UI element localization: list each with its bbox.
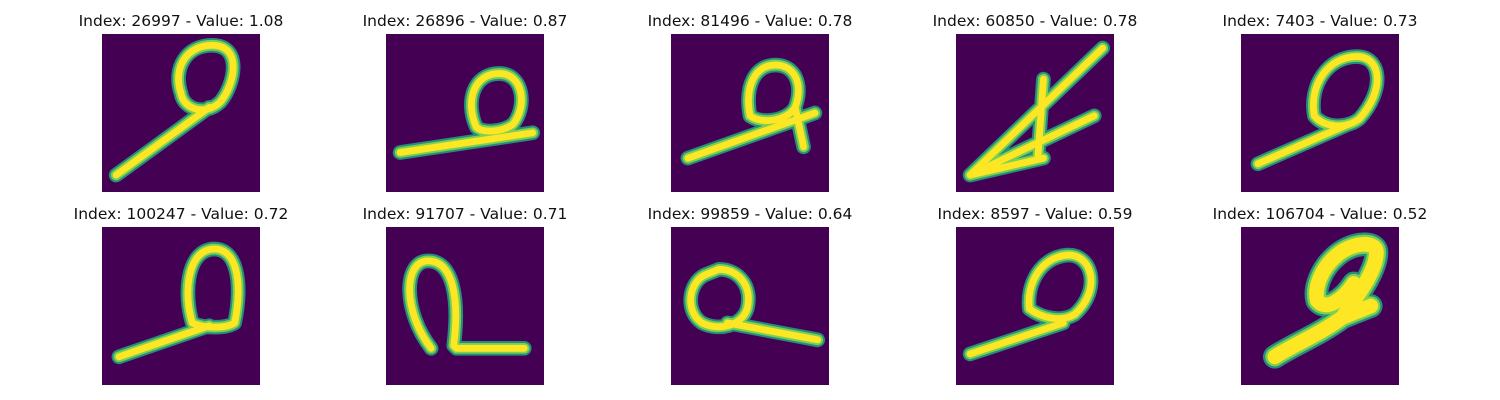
panel-title: Index: 26896 - Value: 0.87	[362, 12, 568, 30]
panel-title: Index: 81496 - Value: 0.78	[647, 12, 853, 30]
panel-title: Index: 7403 - Value: 0.73	[1222, 12, 1418, 30]
panel-9: Index: 8597 - Value: 0.59	[895, 205, 1175, 391]
panel-8: Index: 99859 - Value: 0.64	[610, 205, 890, 391]
panel-1: Index: 26997 - Value: 1.08	[41, 12, 321, 198]
digit-image	[386, 227, 544, 385]
panel-4: Index: 60850 - Value: 0.78	[895, 12, 1175, 198]
panel-title: Index: 26997 - Value: 1.08	[78, 12, 284, 30]
panel-title: Index: 60850 - Value: 0.78	[932, 12, 1138, 30]
panel-5: Index: 7403 - Value: 0.73	[1180, 12, 1460, 198]
digit-image	[102, 34, 260, 192]
panel-title: Index: 91707 - Value: 0.71	[362, 205, 568, 223]
panel-title: Index: 106704 - Value: 0.52	[1212, 205, 1428, 223]
panel-10: Index: 106704 - Value: 0.52	[1180, 205, 1460, 391]
panel-7: Index: 91707 - Value: 0.71	[325, 205, 605, 391]
panel-2: Index: 26896 - Value: 0.87	[325, 12, 605, 198]
digit-image	[956, 34, 1114, 192]
digit-image	[386, 34, 544, 192]
digit-image	[671, 34, 829, 192]
digit-image	[671, 227, 829, 385]
panel-title: Index: 8597 - Value: 0.59	[937, 205, 1133, 223]
panel-title: Index: 100247 - Value: 0.72	[73, 205, 289, 223]
digit-image	[956, 227, 1114, 385]
panel-6: Index: 100247 - Value: 0.72	[41, 205, 321, 391]
panel-3: Index: 81496 - Value: 0.78	[610, 12, 890, 198]
digit-image	[1241, 227, 1399, 385]
panel-title: Index: 99859 - Value: 0.64	[647, 205, 853, 223]
digit-image	[1241, 34, 1399, 192]
digit-image	[102, 227, 260, 385]
